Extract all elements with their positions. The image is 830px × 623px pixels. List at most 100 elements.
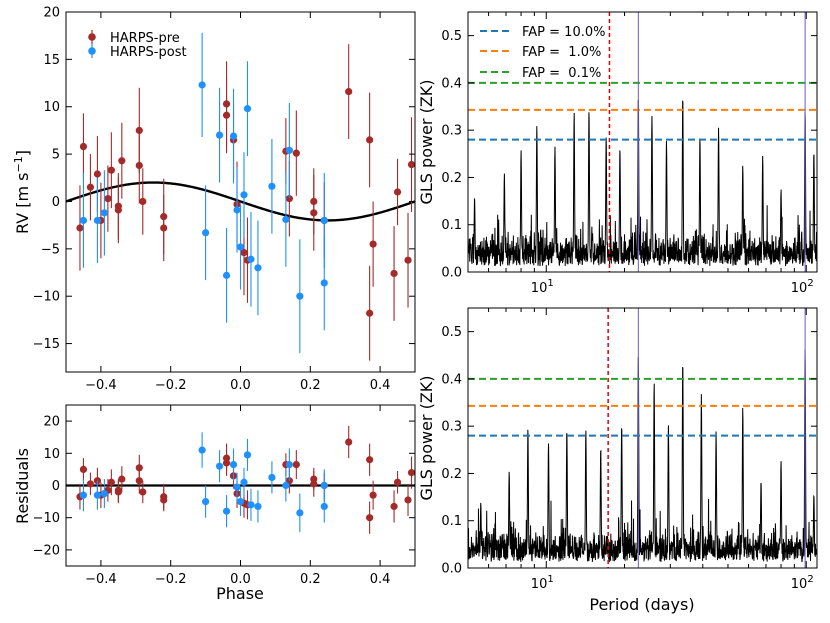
rv-point <box>114 202 122 210</box>
residuals-point <box>107 478 115 486</box>
rv-ytick-label: 20 <box>43 6 60 21</box>
rv-ytick-label: 15 <box>43 53 60 68</box>
legend-fap10-label: FAP = 10.0% <box>522 25 605 40</box>
gls-bottom-ylabel: GLS power (ZK) <box>417 375 436 500</box>
rv-ticks: −15 −10 −5 0 5 10 15 20 −0.4 −0.2 0.0 0.2 0.4 <box>33 6 415 393</box>
rv-xtick-label: 0.2 <box>300 378 321 393</box>
rv-point <box>86 183 95 191</box>
gls-top-ylabel: GLS power (ZK) <box>417 79 436 204</box>
rv-point <box>202 229 210 237</box>
residuals-point <box>407 469 415 477</box>
gls-bottom-ytick-label: 0.1 <box>441 514 462 529</box>
gls-top-ytick-label: 0.1 <box>441 218 462 233</box>
gls-bottom-ytick-label: 0.0 <box>441 562 462 577</box>
residuals-point <box>243 451 252 459</box>
residuals-point <box>215 462 224 470</box>
residuals-point <box>160 496 168 504</box>
rv-point <box>76 224 84 232</box>
rv-xtick-label: 0.4 <box>370 378 391 393</box>
rv-panel: −15 −10 −5 0 5 10 15 20 −0.4 −0.2 0.0 0.2 0.4 RV [m … <box>12 6 416 393</box>
rv-point <box>254 264 262 272</box>
gls-bottom-ytick-label: 0.4 <box>441 372 462 387</box>
residuals-marks <box>66 425 415 534</box>
res-xtick-label: −0.4 <box>85 572 117 587</box>
rv-point <box>243 105 252 113</box>
gls-top-marks <box>468 12 817 272</box>
residuals-point <box>366 514 374 522</box>
rv-point <box>320 216 328 225</box>
residuals-point <box>79 491 88 499</box>
gls-bottom-xtick-label: 102 <box>791 574 814 592</box>
residuals-point <box>93 491 102 499</box>
gls-top-xtick-label: 101 <box>531 278 554 296</box>
rv-point <box>390 269 398 278</box>
rv-point <box>296 292 304 300</box>
gls-bottom-periodogram-line <box>468 349 817 563</box>
residuals-point <box>236 498 245 506</box>
rv-point <box>93 216 102 225</box>
legend-post-label: HARPS-post <box>110 45 187 60</box>
rv-xtick-label: 0.0 <box>230 378 251 393</box>
rv-point <box>160 224 168 232</box>
gls-bottom-xtick-label: 101 <box>531 574 554 592</box>
rv-point <box>104 195 112 203</box>
res-ytick-label: −10 <box>33 511 60 526</box>
res-xtick-label: 0.2 <box>300 572 321 587</box>
rv-point <box>107 166 115 174</box>
rv-model-curve <box>66 181 415 222</box>
gls-bottom-marks <box>468 308 817 568</box>
residuals-point <box>296 509 304 517</box>
residuals-point <box>320 502 328 511</box>
legend-fap1-label: FAP = 1.0% <box>522 45 601 60</box>
gls-top-ytick-label: 0.0 <box>441 266 462 281</box>
rv-point <box>393 188 402 196</box>
gls-bottom-ytick-label: 0.2 <box>441 467 462 482</box>
residuals-ylabel: Residuals <box>13 448 32 524</box>
rv-point <box>236 243 245 251</box>
rv-plot-area <box>66 32 415 361</box>
gls-bottom-xtick-base: 10 <box>791 577 808 592</box>
residuals-point <box>135 464 143 472</box>
rv-point <box>310 197 318 206</box>
residuals-point <box>229 460 238 469</box>
residuals-point <box>79 465 88 473</box>
gls-top-ytick-label: 0.4 <box>441 76 462 91</box>
rv-legend: HARPS-pre HARPS-post <box>88 30 187 60</box>
fap-legend: FAP = 10.0% FAP = 1.0% FAP = 0.1% <box>480 25 605 81</box>
rv-point <box>320 279 328 287</box>
residuals-point <box>282 481 290 490</box>
rv-point <box>79 216 88 225</box>
gls-top-xtick-base: 10 <box>531 281 548 296</box>
residuals-ticks: −20 −10 0 10 20 −0.4 −0.2 0.0 0.2 0.4 <box>33 405 415 587</box>
residuals-point <box>202 498 210 506</box>
rv-frame <box>65 11 416 373</box>
rv-point <box>285 146 293 154</box>
residuals-point <box>390 502 398 511</box>
rv-point <box>407 160 415 169</box>
rv-point <box>292 149 300 157</box>
rv-point <box>229 132 238 140</box>
rv-point <box>240 249 248 257</box>
rv-ylabel-main: RV [m s <box>13 172 32 234</box>
gls-bottom-plot-area <box>468 308 817 568</box>
rv-point <box>247 255 255 263</box>
gls-top-xtick-label: 102 <box>791 278 814 296</box>
gls-top-frame <box>467 11 818 273</box>
rv-point <box>93 170 102 178</box>
legend-post-marker <box>88 47 96 55</box>
residuals-point <box>86 480 95 488</box>
res-ytick-label: 20 <box>43 415 60 430</box>
residuals-point <box>393 478 402 486</box>
gls-bottom-frame <box>467 307 818 569</box>
res-xtick-label: 0.4 <box>370 572 391 587</box>
gls-bottom-xtick-exponent: 1 <box>547 574 553 585</box>
gls-top-xtick-exponent: 1 <box>547 278 553 289</box>
residuals-point <box>369 491 377 499</box>
res-ytick-label: 10 <box>43 447 60 462</box>
rv-ylabel-close: ] <box>13 150 32 156</box>
rv-point <box>404 256 412 264</box>
gls-bottom-xlabel: Period (days) <box>589 595 694 614</box>
rv-point <box>222 271 231 279</box>
